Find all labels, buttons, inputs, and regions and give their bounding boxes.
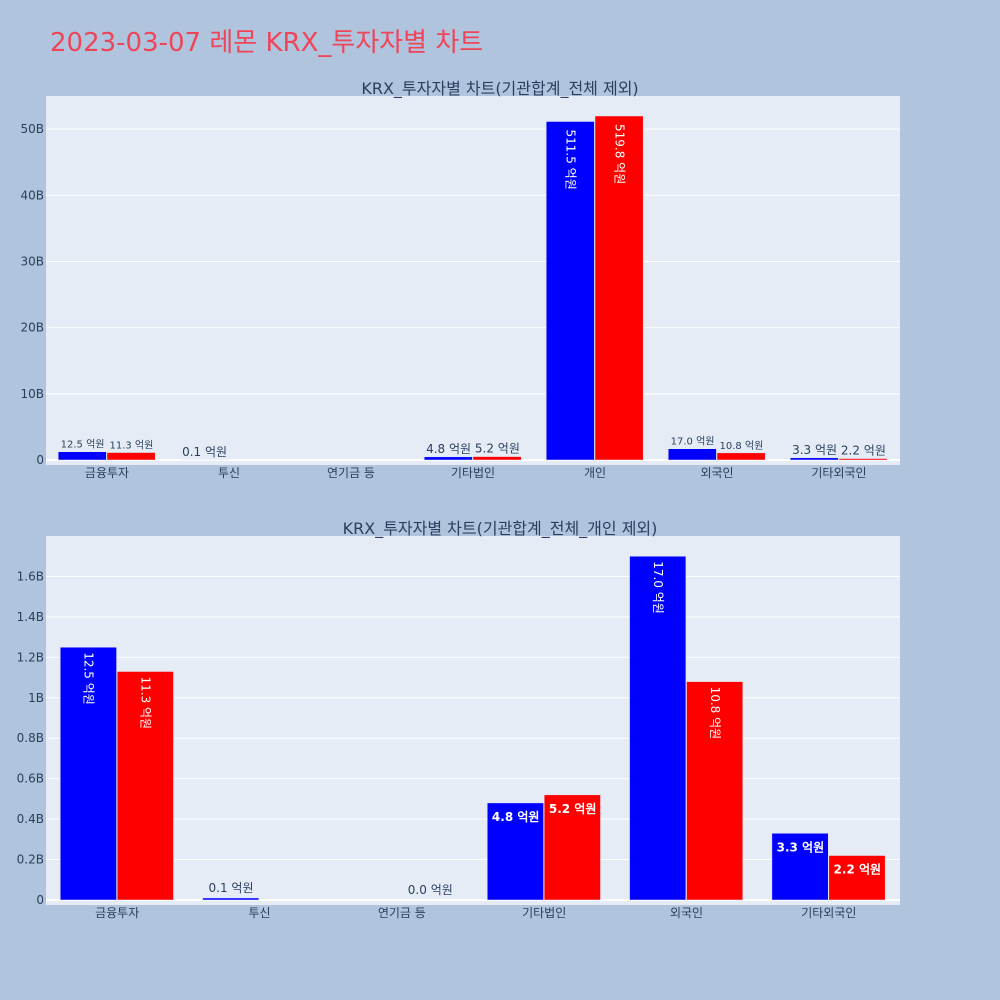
y-tick-label: 0 <box>36 453 44 467</box>
subplot-1: 0 10B 20B 30B 40B 50B KRX_투자자별 차트(기관합계_전체 제외) 금… <box>20 79 900 480</box>
data-label: 4.8 억원 <box>426 442 471 456</box>
data-label: 10.8 억원 <box>719 440 763 452</box>
bar <box>789 457 839 461</box>
x-tick-label: 금융투자 <box>85 466 129 480</box>
data-label: 4.8 억원 <box>492 810 540 824</box>
data-label: 10.8 억원 <box>708 687 722 740</box>
y-tick-label: 1.2B <box>17 650 44 664</box>
bar <box>57 451 107 461</box>
data-label: 0.1 억원 <box>209 881 254 895</box>
x-tick-label: 기타법인 <box>451 466 495 480</box>
bar <box>594 115 644 461</box>
x-tick-label: 기타외국인 <box>811 466 866 480</box>
data-label: 3.3 억원 <box>777 840 825 854</box>
data-label: 17.0 억원 <box>651 561 665 614</box>
bar <box>423 456 473 461</box>
subplot-title: KRX_투자자별 차트(기관합계_전체 제외) <box>361 79 638 99</box>
x-tick-label: 개인 <box>584 466 606 480</box>
x-tick-label: 연기금 등 <box>378 906 426 920</box>
x-tick-label: 투신 <box>218 466 240 480</box>
plot-area <box>46 536 900 905</box>
bar <box>716 452 766 461</box>
data-label: 0.1 억원 <box>182 445 227 459</box>
x-tick-label: 외국인 <box>700 466 733 480</box>
page-title: 2023-03-07 레몬 KRX_투자자별 차트 <box>50 28 484 58</box>
x-tick-label: 금융투자 <box>95 906 139 920</box>
bar <box>116 671 174 901</box>
y-tick-label: 0.6B <box>17 772 44 786</box>
data-label: 17.0 억원 <box>671 436 715 448</box>
y-tick-label: 10B <box>20 387 44 401</box>
y-tick-label: 0.4B <box>17 812 44 826</box>
y-tick-label: 50B <box>20 122 44 136</box>
y-tick-label: 1B <box>28 691 44 705</box>
y-tick-label: 30B <box>20 254 44 268</box>
subplot-2: 0 0.2B 0.4B 0.6B 0.8B 1B 1.2B 1.4B 1.6B KRX_투자자별 … <box>17 519 900 920</box>
data-label: 3.3 억원 <box>792 443 837 457</box>
bar <box>838 458 888 461</box>
bar <box>543 794 601 901</box>
data-label: 519.8 억원 <box>612 124 626 184</box>
data-label: 2.2 억원 <box>841 444 886 458</box>
data-label: 11.3 억원 <box>109 440 153 452</box>
y-tick-label: 20B <box>20 321 44 335</box>
x-tick-label: 연기금 등 <box>327 466 375 480</box>
y-tick-label: 1.4B <box>17 610 44 624</box>
bar <box>106 452 156 461</box>
x-tick-label: 투신 <box>248 906 270 920</box>
y-tick-label: 40B <box>20 188 44 202</box>
data-label: 12.5 억원 <box>82 652 96 705</box>
data-label: 12.5 억원 <box>61 439 105 451</box>
y-tick-label: 0.2B <box>17 853 44 867</box>
data-label: 0.0 억원 <box>408 883 453 897</box>
bar <box>202 897 260 901</box>
x-tick-label: 기타외국인 <box>801 906 856 920</box>
x-tick-label: 외국인 <box>670 906 703 920</box>
bar <box>472 456 522 461</box>
bar <box>629 555 687 901</box>
bar <box>771 833 829 901</box>
bar <box>828 855 886 901</box>
plot-area <box>46 96 900 465</box>
x-tick-label: 기타법인 <box>522 906 566 920</box>
y-tick-label: 0 <box>36 893 44 907</box>
data-label: 511.5 억원 <box>564 129 578 189</box>
bar <box>59 646 117 901</box>
y-tick-label: 1.6B <box>17 569 44 583</box>
bar <box>686 681 744 901</box>
data-label: 2.2 억원 <box>834 863 882 877</box>
bar <box>486 802 544 901</box>
y-tick-label: 0.8B <box>17 731 44 745</box>
data-label: 5.2 억원 <box>475 442 520 456</box>
data-label: 11.3 억원 <box>139 676 153 729</box>
subplot-title: KRX_투자자별 차트(기관합계_전체_개인 제외) <box>343 519 658 539</box>
bar <box>667 448 717 461</box>
bar <box>545 121 595 461</box>
data-label: 5.2 억원 <box>549 802 597 816</box>
